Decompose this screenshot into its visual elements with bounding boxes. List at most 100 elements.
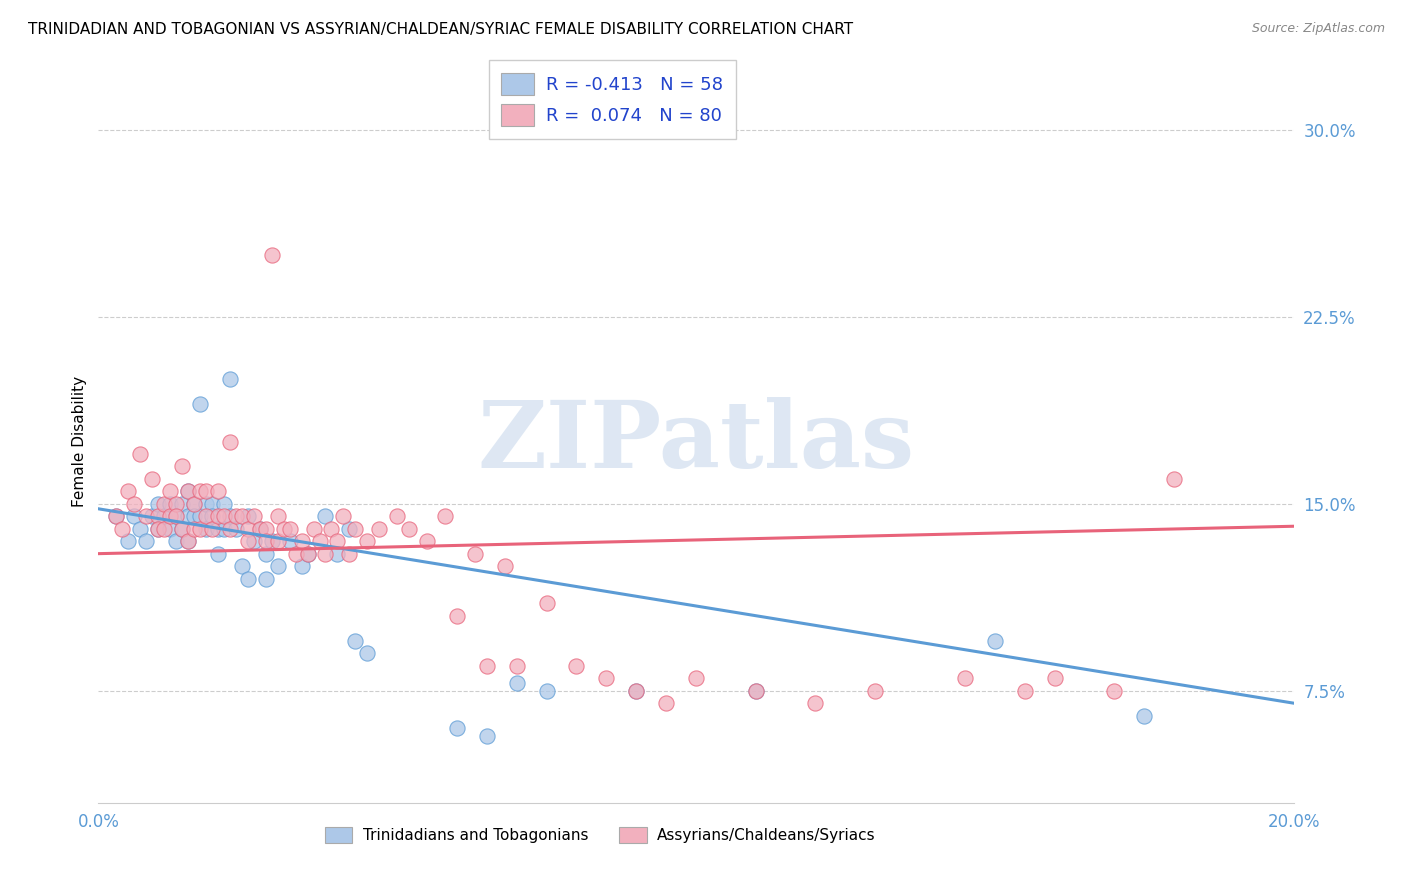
Point <box>153 509 176 524</box>
Point <box>475 658 498 673</box>
Point <box>207 547 229 561</box>
Point <box>506 676 529 690</box>
Point <box>1133 708 1156 723</box>
Point <box>148 509 170 524</box>
Point <box>291 559 314 574</box>
Y-axis label: Female Disability: Female Disability <box>72 376 87 508</box>
Point <box>249 522 271 536</box>
Point <box>356 534 378 549</box>
Point <box>1043 671 1066 685</box>
Point <box>207 522 229 536</box>
Point <box>141 472 163 486</box>
Point <box>219 509 242 524</box>
Point <box>188 484 211 499</box>
Point <box>416 534 439 549</box>
Point <box>165 497 187 511</box>
Point <box>129 522 152 536</box>
Point <box>148 497 170 511</box>
Point <box>195 484 218 499</box>
Point <box>195 497 218 511</box>
Point <box>183 497 205 511</box>
Point <box>254 547 277 561</box>
Point <box>267 534 290 549</box>
Text: Source: ZipAtlas.com: Source: ZipAtlas.com <box>1251 22 1385 36</box>
Point <box>315 547 337 561</box>
Point <box>177 509 200 524</box>
Point <box>159 484 181 499</box>
Point <box>212 497 235 511</box>
Point <box>368 522 391 536</box>
Point <box>254 534 277 549</box>
Point <box>385 509 409 524</box>
Point <box>315 509 337 524</box>
Point <box>321 522 343 536</box>
Point <box>135 509 157 524</box>
Point <box>344 633 367 648</box>
Point <box>536 597 558 611</box>
Point <box>339 522 361 536</box>
Point <box>153 497 176 511</box>
Point <box>183 522 205 536</box>
Point <box>308 534 330 549</box>
Point <box>475 729 498 743</box>
Point <box>172 522 194 536</box>
Point <box>236 534 259 549</box>
Point <box>446 721 468 735</box>
Point <box>219 434 242 449</box>
Point <box>225 509 247 524</box>
Point <box>225 522 247 536</box>
Point <box>865 683 887 698</box>
Point <box>124 497 146 511</box>
Legend: Trinidadians and Tobagonians, Assyrians/Chaldeans/Syriacs: Trinidadians and Tobagonians, Assyrians/… <box>319 821 882 849</box>
Point <box>626 683 648 698</box>
Point <box>278 522 301 536</box>
Point <box>207 484 229 499</box>
Point <box>165 534 187 549</box>
Point <box>219 372 242 386</box>
Point <box>434 509 457 524</box>
Point <box>105 509 128 524</box>
Point <box>249 522 271 536</box>
Point <box>153 522 176 536</box>
Point <box>231 559 253 574</box>
Point <box>231 509 253 524</box>
Point <box>254 522 277 536</box>
Point <box>398 522 420 536</box>
Point <box>111 522 134 536</box>
Point <box>148 522 170 536</box>
Point <box>356 646 378 660</box>
Point <box>183 509 205 524</box>
Point <box>195 509 218 524</box>
Point <box>267 509 290 524</box>
Point <box>177 484 200 499</box>
Point <box>188 509 211 524</box>
Point <box>626 683 648 698</box>
Point <box>254 572 277 586</box>
Point <box>1104 683 1126 698</box>
Point <box>745 683 768 698</box>
Point <box>297 547 319 561</box>
Point <box>148 522 170 536</box>
Point <box>284 547 307 561</box>
Point <box>177 484 200 499</box>
Point <box>953 671 976 685</box>
Point <box>291 534 314 549</box>
Point <box>297 547 319 561</box>
Point <box>236 509 259 524</box>
Point <box>595 671 617 685</box>
Point <box>565 658 588 673</box>
Point <box>243 509 266 524</box>
Point <box>260 248 283 262</box>
Point <box>165 509 187 524</box>
Point <box>446 609 468 624</box>
Point <box>159 509 181 524</box>
Point <box>188 397 211 411</box>
Point <box>344 522 367 536</box>
Point <box>117 484 139 499</box>
Point <box>506 658 529 673</box>
Point <box>105 509 128 524</box>
Point <box>212 522 235 536</box>
Point <box>201 509 224 524</box>
Point <box>172 459 194 474</box>
Point <box>655 696 678 710</box>
